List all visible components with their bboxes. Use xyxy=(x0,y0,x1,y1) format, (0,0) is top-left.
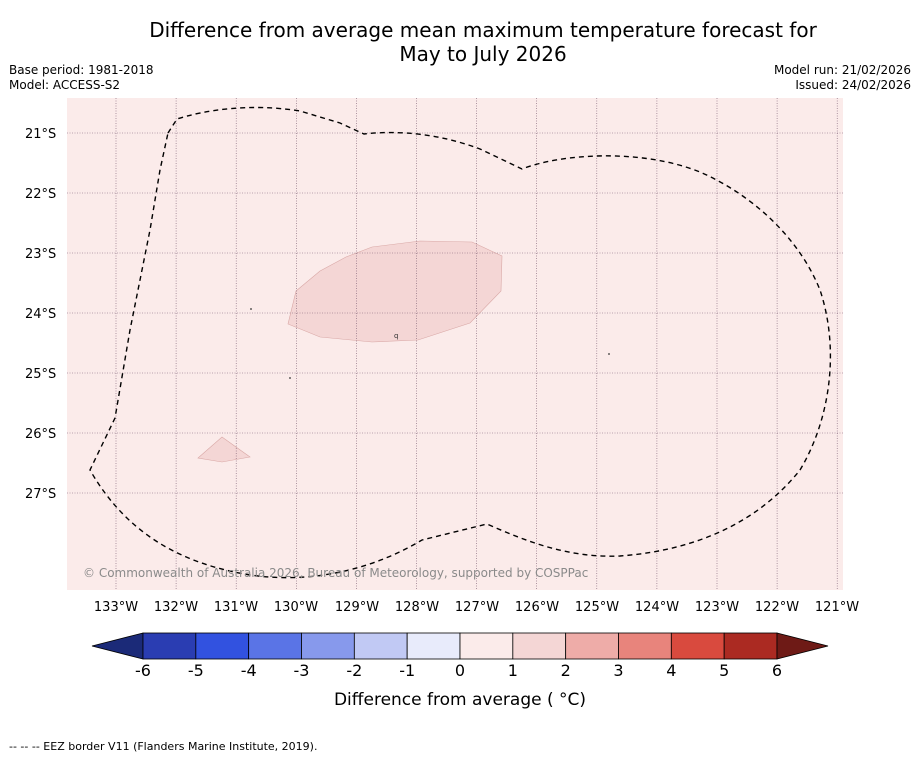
island-dot xyxy=(250,308,252,310)
colorbar-segment xyxy=(618,632,672,660)
lat-label: 24°S xyxy=(25,307,56,322)
map-title: Difference from average mean maximum tem… xyxy=(0,18,919,66)
longitude-labels: 133°W 132°W 131°W 130°W 129°W 128°W 127°… xyxy=(94,600,859,615)
meta-left: Base period: 1981-2018 Model: ACCESS-S2 xyxy=(9,63,154,93)
colorbar-segment xyxy=(565,632,619,660)
anomaly-patch-main xyxy=(287,240,503,343)
colorbar-tick-label: 5 xyxy=(719,661,729,680)
colorbar-segment xyxy=(195,632,250,660)
place-marker: q xyxy=(394,332,398,340)
colorbar-under-arrow xyxy=(91,632,144,660)
colorbar-tick-label: -1 xyxy=(399,661,415,680)
lat-label: 21°S xyxy=(25,127,56,142)
colorbar-tick-label: 6 xyxy=(772,661,782,680)
colorbar-segment xyxy=(670,632,725,660)
base-period-text: Base period: 1981-2018 xyxy=(9,63,154,77)
colorbar-tick-label: 3 xyxy=(613,661,623,680)
lon-label: 121°W xyxy=(815,600,859,615)
latitude-gridlines xyxy=(67,132,843,494)
lat-label: 23°S xyxy=(25,247,56,262)
colorbar-ticks: -6 -5 -4 -3 -2 -1 0 1 2 3 4 5 6 xyxy=(135,661,782,680)
colorbar-segment xyxy=(723,632,778,660)
lon-label: 122°W xyxy=(755,600,799,615)
copyright-text: © Commonwealth of Australia 2026, Bureau… xyxy=(83,566,588,580)
colorbar-title: Difference from average ( °C) xyxy=(334,690,586,710)
lat-label: 26°S xyxy=(25,427,56,442)
eez-border xyxy=(89,106,832,579)
anomaly-patch-small xyxy=(197,436,251,463)
lon-label: 124°W xyxy=(635,600,679,615)
lat-label: 22°S xyxy=(25,187,56,202)
lat-label: 25°S xyxy=(25,367,56,382)
latitude-labels: 21°S 22°S 23°S 24°S 25°S 26°S 27°S xyxy=(25,127,56,502)
map-background xyxy=(67,98,843,590)
eez-footnote: -- -- -- EEZ border V11 (Flanders Marine… xyxy=(9,740,318,753)
colorbar-tick-label: -2 xyxy=(346,661,362,680)
colorbar-segment xyxy=(459,632,514,660)
title-line-1: Difference from average mean maximum tem… xyxy=(149,18,817,42)
lon-label: 125°W xyxy=(575,600,619,615)
colorbar-segment xyxy=(512,632,567,660)
island-dot xyxy=(608,353,610,355)
lat-label: 27°S xyxy=(25,487,56,502)
colorbar-segment xyxy=(406,632,461,660)
colorbar-tick-label: -5 xyxy=(188,661,204,680)
meta-right: Model run: 21/02/2026 Issued: 24/02/2026 xyxy=(774,63,911,93)
colorbar-tick-label: 4 xyxy=(666,661,676,680)
island-dot xyxy=(289,377,291,379)
colorbar-segment xyxy=(301,632,355,660)
colorbar-over-arrow xyxy=(776,632,829,660)
title-line-2: May to July 2026 xyxy=(399,42,567,66)
longitude-gridlines xyxy=(115,98,838,590)
colorbar-tick-label: -3 xyxy=(294,661,310,680)
colorbar-segments xyxy=(142,632,778,660)
colorbar-segment xyxy=(248,632,302,660)
issued-text: Issued: 24/02/2026 xyxy=(795,78,911,92)
lon-label: 131°W xyxy=(214,600,258,615)
lon-label: 133°W xyxy=(94,600,138,615)
colorbar-tick-label: 1 xyxy=(508,661,518,680)
colorbar: -6 -5 -4 -3 -2 -1 0 1 2 3 4 5 6 Difference from aver… xyxy=(91,632,829,710)
colorbar-segment xyxy=(142,632,197,660)
colorbar-tick-label: -4 xyxy=(241,661,257,680)
lon-label: 129°W xyxy=(335,600,379,615)
lon-label: 127°W xyxy=(455,600,499,615)
lon-label: 123°W xyxy=(695,600,739,615)
model-run-text: Model run: 21/02/2026 xyxy=(773,63,911,77)
lon-label: 132°W xyxy=(154,600,198,615)
lon-label: 130°W xyxy=(274,600,318,615)
colorbar-tick-label: -6 xyxy=(135,661,151,680)
lon-label: 126°W xyxy=(515,600,559,615)
model-text: Model: ACCESS-S2 xyxy=(9,78,121,92)
colorbar-tick-label: 2 xyxy=(561,661,571,680)
colorbar-tick-label: 0 xyxy=(455,661,465,680)
lon-label: 128°W xyxy=(395,600,439,615)
colorbar-segment xyxy=(353,632,408,660)
